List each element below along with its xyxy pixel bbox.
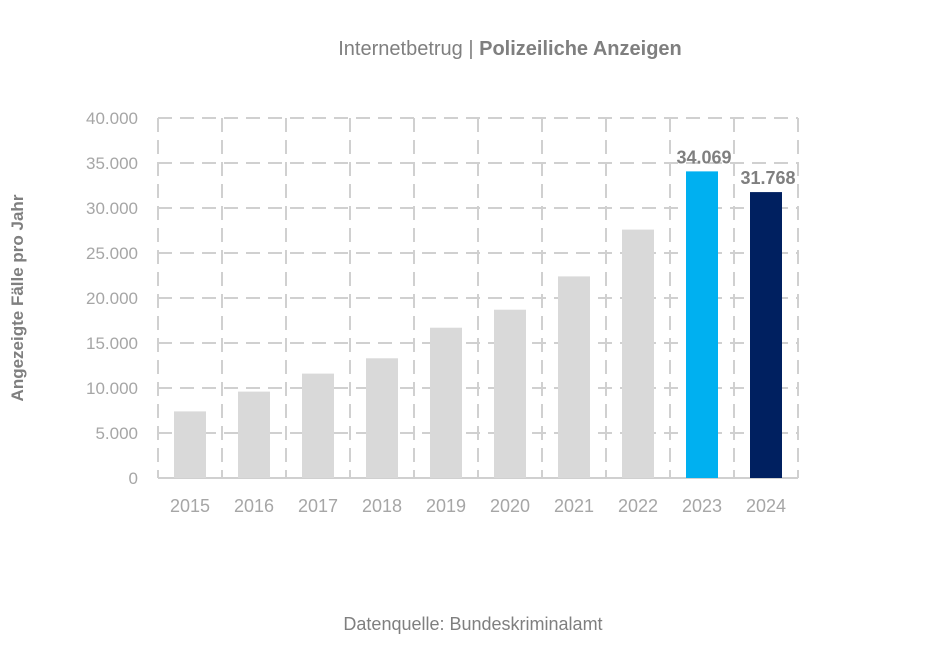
y-tick-label: 15.000 [86, 334, 138, 353]
bar-2024 [750, 192, 782, 478]
bar-2017 [302, 373, 334, 478]
y-tick-label: 10.000 [86, 379, 138, 398]
y-tick-label: 30.000 [86, 199, 138, 218]
x-tick-label: 2023 [682, 496, 722, 516]
data-label-2023: 34.069 [676, 147, 731, 167]
y-tick-label: 20.000 [86, 289, 138, 308]
chart-title: Internetbetrug | Polizeiliche Anzeigen [0, 38, 946, 61]
bar-2019 [430, 327, 462, 478]
bar-2020 [494, 309, 526, 478]
x-tick-label: 2015 [170, 496, 210, 516]
x-tick-label: 2017 [298, 496, 338, 516]
x-tick-label: 2024 [746, 496, 786, 516]
data-source: Datenquelle: Bundeskriminalamt [343, 614, 603, 634]
bar-2023 [686, 171, 718, 478]
x-tick-label: 2021 [554, 496, 594, 516]
x-tick-label: 2016 [234, 496, 274, 516]
x-tick-label: 2022 [618, 496, 658, 516]
y-tick-label: 35.000 [86, 154, 138, 173]
x-tick-label: 2020 [490, 496, 530, 516]
bar-2018 [366, 358, 398, 478]
bar-2015 [174, 411, 206, 478]
x-tick-label: 2018 [362, 496, 402, 516]
y-tick-label: 25.000 [86, 244, 138, 263]
bar-2022 [622, 229, 654, 478]
data-label-2024: 31.768 [740, 168, 795, 188]
x-tick-label: 2019 [426, 496, 466, 516]
y-tick-label: 5.000 [95, 424, 138, 443]
bar-2021 [558, 276, 590, 478]
title-bold: Polizeiliche Anzeigen [479, 38, 682, 60]
title-light: Internetbetrug | [338, 38, 474, 60]
y-tick-label: 40.000 [86, 109, 138, 128]
y-tick-label: 0 [129, 469, 138, 488]
bar-2016 [238, 391, 270, 478]
